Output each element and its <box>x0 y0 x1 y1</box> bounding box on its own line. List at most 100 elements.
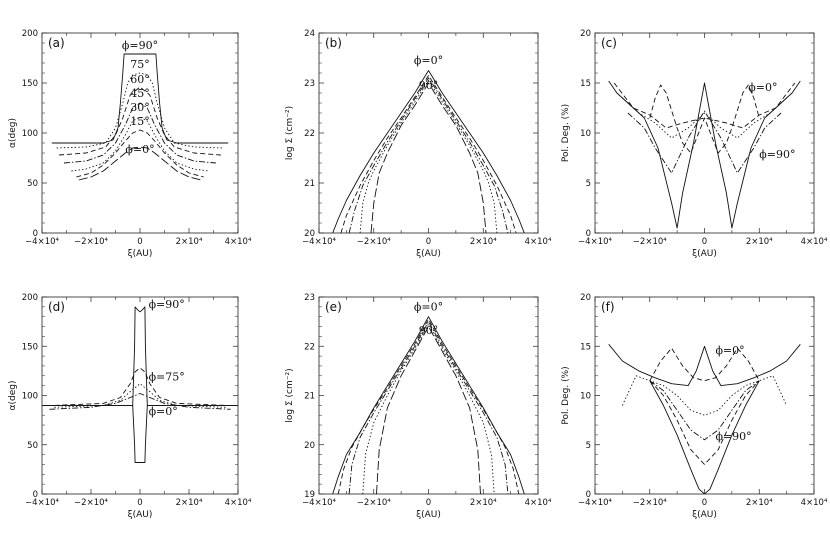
curve-annotation: 45° <box>130 87 150 100</box>
x-tick-label: 4×10⁴ <box>525 237 552 247</box>
curve-annotation: ϕ=75° <box>149 371 185 384</box>
curve-annotation: ϕ=0° <box>715 344 744 357</box>
curve-annotation: ϕ=0° <box>149 405 178 418</box>
x-tick-label: 2×10⁴ <box>176 237 203 247</box>
y-tick-label: 50 <box>27 179 38 189</box>
y-tick-label: 24 <box>304 29 315 39</box>
x-tick-label: 2×10⁴ <box>176 498 203 508</box>
x-tick-label: −4×10⁴ <box>302 237 336 247</box>
series-line-0-0 <box>608 344 801 387</box>
series-line-45-2 <box>348 77 509 233</box>
series-line-60-4 <box>613 82 796 129</box>
chart-panel-b: −4×10⁴ −2×10⁴ 0 2×10⁴ 4×10⁴ 20 21 22 23 24 ξ(AU) lo… <box>285 29 552 259</box>
y-tick-label: 20 <box>304 441 315 451</box>
x-axis-label: ξ(AU) <box>128 249 153 259</box>
x-tick-label: −4×10⁴ <box>25 498 59 508</box>
curve-annotation: 30° <box>130 101 150 114</box>
curve-annotation: 75° <box>130 58 150 71</box>
y-tick-label: 150 <box>22 79 38 89</box>
y-axis-label: log Σ (cm⁻²) <box>285 106 295 160</box>
series-line-60-3 <box>359 80 498 233</box>
x-tick-label: 0 <box>702 237 707 247</box>
series-line-75-1 <box>56 72 224 149</box>
x-tick-label: 4×10⁴ <box>225 498 252 508</box>
x-tick-label: −4×10⁴ <box>578 498 612 508</box>
x-tick-label: 2×10⁴ <box>746 498 773 508</box>
curve-annotation: ϕ=90° <box>149 298 185 311</box>
curve-annotation: ϕ=90° <box>759 148 795 161</box>
series-line-45-4 <box>49 393 231 410</box>
curve-annotation: 90° <box>419 79 439 92</box>
y-tick-label: 19 <box>304 490 315 500</box>
series-line-90-1 <box>649 84 760 154</box>
series-line-30-1 <box>340 75 517 233</box>
series-line-90-0 <box>51 53 229 144</box>
curve-annotation: 90° <box>419 324 439 337</box>
curve-annotation: ϕ=90° <box>715 430 751 443</box>
x-tick-label: 0 <box>426 498 431 508</box>
x-tick-label: 0 <box>137 237 142 247</box>
x-axis-label: ξ(AU) <box>128 510 153 520</box>
curve-annotation: ϕ=0° <box>414 54 443 67</box>
y-tick-label: 22 <box>304 129 315 139</box>
x-tick-label: −2×10⁴ <box>357 498 391 508</box>
y-tick-label: 5 <box>586 179 591 189</box>
y-tick-label: 0 <box>586 490 591 500</box>
x-tick-label: −2×10⁴ <box>633 498 667 508</box>
x-tick-label: −2×10⁴ <box>74 237 108 247</box>
y-tick-label: 200 <box>22 29 38 39</box>
y-axis-label: Pol. Deg. (%) <box>561 104 571 162</box>
series-line-30-2 <box>627 110 782 174</box>
x-tick-label: 4×10⁴ <box>801 498 828 508</box>
series-line-90-4 <box>370 82 487 233</box>
y-tick-label: 200 <box>22 293 38 303</box>
y-tick-label: 20 <box>304 229 315 239</box>
y-tick-label: 20 <box>580 29 591 39</box>
x-axis-label: ξ(AU) <box>416 249 441 259</box>
y-tick-label: 0 <box>33 490 38 500</box>
panel-label: (e) <box>325 300 342 314</box>
x-tick-label: 4×10⁴ <box>801 237 828 247</box>
curve-annotation: ϕ=0° <box>414 300 443 313</box>
panel-label: (a) <box>48 36 65 50</box>
x-tick-label: 2×10⁴ <box>470 498 497 508</box>
y-tick-label: 21 <box>304 179 315 189</box>
series-line-0-1 <box>42 404 238 463</box>
x-tick-label: 2×10⁴ <box>746 237 773 247</box>
series-line-90-1 <box>649 380 760 494</box>
x-axis-label: ξ(AU) <box>416 510 441 520</box>
chart-panel-d: −4×10⁴ −2×10⁴ 0 2×10⁴ 4×10⁴ 0 50 100 150 200 ξ(AU)… <box>8 293 252 520</box>
x-tick-label: −4×10⁴ <box>25 237 59 247</box>
series-line-30-1 <box>337 318 520 494</box>
y-tick-label: 50 <box>27 441 38 451</box>
y-axis-label: α(deg) <box>8 381 18 411</box>
y-tick-label: 0 <box>33 229 38 239</box>
series-line-60-3 <box>649 380 760 441</box>
y-tick-label: 5 <box>586 441 591 451</box>
y-axis-label: log Σ (cm⁻²) <box>285 368 295 422</box>
y-tick-label: 15 <box>580 79 591 89</box>
series-line-0-0 <box>608 80 801 229</box>
y-tick-label: 23 <box>304 79 315 89</box>
series-line-75-2 <box>649 380 760 465</box>
y-tick-label: 20 <box>580 293 591 303</box>
y-axis-label: Pol. Deg. (%) <box>561 366 571 424</box>
x-tick-label: −2×10⁴ <box>357 237 391 247</box>
x-tick-label: −2×10⁴ <box>74 498 108 508</box>
series-line-15-5 <box>649 347 760 382</box>
y-tick-label: 15 <box>580 342 591 352</box>
curve-annotation: ϕ=0° <box>125 143 154 156</box>
series-line-0-6 <box>78 146 202 181</box>
series-line-90-4 <box>376 326 481 494</box>
y-tick-label: 100 <box>22 129 38 139</box>
x-tick-label: −4×10⁴ <box>578 237 612 247</box>
y-tick-label: 150 <box>22 342 38 352</box>
x-tick-label: 0 <box>426 237 431 247</box>
y-tick-label: 22 <box>304 342 315 352</box>
x-tick-label: 4×10⁴ <box>525 498 552 508</box>
series-line-75-2 <box>54 367 226 406</box>
x-tick-label: 4×10⁴ <box>225 237 252 247</box>
series-line-0-0 <box>332 70 525 233</box>
